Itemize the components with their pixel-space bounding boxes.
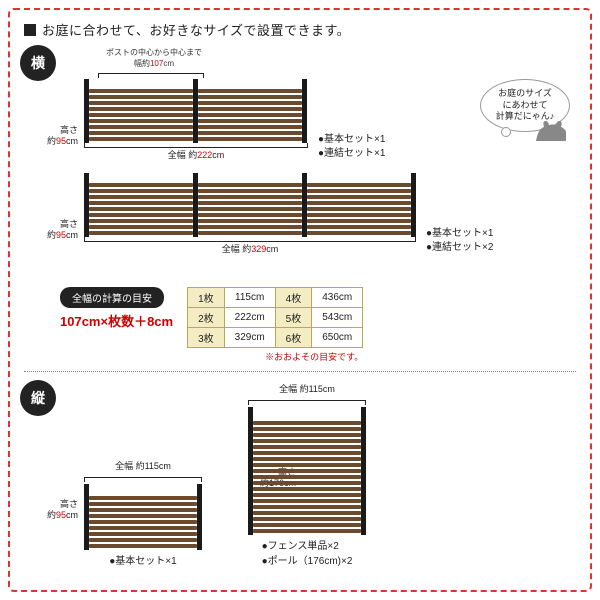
height-label-95-b: 高さ 約95cm <box>34 219 78 241</box>
approx-note: ※おおよその目安です。 <box>187 350 363 363</box>
bullets-2panel: ●基本セット×1 ●連結セット×1 <box>318 123 385 161</box>
section-divider <box>24 371 576 372</box>
title-text: お庭に合わせて、お好きなサイズで設置できます。 <box>42 20 350 39</box>
page-title: お庭に合わせて、お好きなサイズで設置できます。 <box>24 20 576 39</box>
bullets-3panel: ●基本セット×1 ●連結セット×2 <box>426 217 493 255</box>
total-width-222: 全幅 約222cm <box>84 148 308 161</box>
badge-horizontal: 横 <box>20 45 56 81</box>
total-width-329: 全幅 約329cm <box>84 242 416 255</box>
title-square-icon <box>24 24 36 36</box>
height-label-95: 高さ 約95cm <box>34 125 78 147</box>
fence-2panel: 高さ 約95cm 全幅 約222cm ●基本セット×1 ●連結セット×1 <box>84 47 576 161</box>
vfence-right: 全幅 約115cm ●フェンス単品×2 ●ポール（176cm)×2 <box>248 382 366 567</box>
vheight-95: 高さ 約95cm <box>34 499 78 521</box>
section-vertical: 縦 高さ 約95cm 高さ 約176cm 全幅 約115cm ●基本セット×1 … <box>24 382 576 567</box>
calc-table: 1枚115cm4枚436cm 2枚222cm5枚543cm 3枚329cm6枚6… <box>187 287 363 348</box>
calc-badge: 全幅の計算の目安 <box>60 287 164 308</box>
vfence-left: 全幅 約115cm ●基本セット×1 <box>84 459 202 567</box>
fence-3panel: 高さ 約95cm 全幅 約329cm ●基本セット×1 ●連結セット×2 <box>84 173 576 255</box>
badge-vertical: 縦 <box>20 380 56 416</box>
calc-area: 全幅の計算の目安 107cm×枚数＋8cm 1枚115cm4枚436cm 2枚2… <box>60 287 576 363</box>
section-horizontal: 横 お庭のサイズ にあわせて 計算だにゃん♪ ポストの中心から中心まで 幅約10… <box>24 47 576 281</box>
calc-formula: 107cm×枚数＋8cm <box>60 311 173 330</box>
